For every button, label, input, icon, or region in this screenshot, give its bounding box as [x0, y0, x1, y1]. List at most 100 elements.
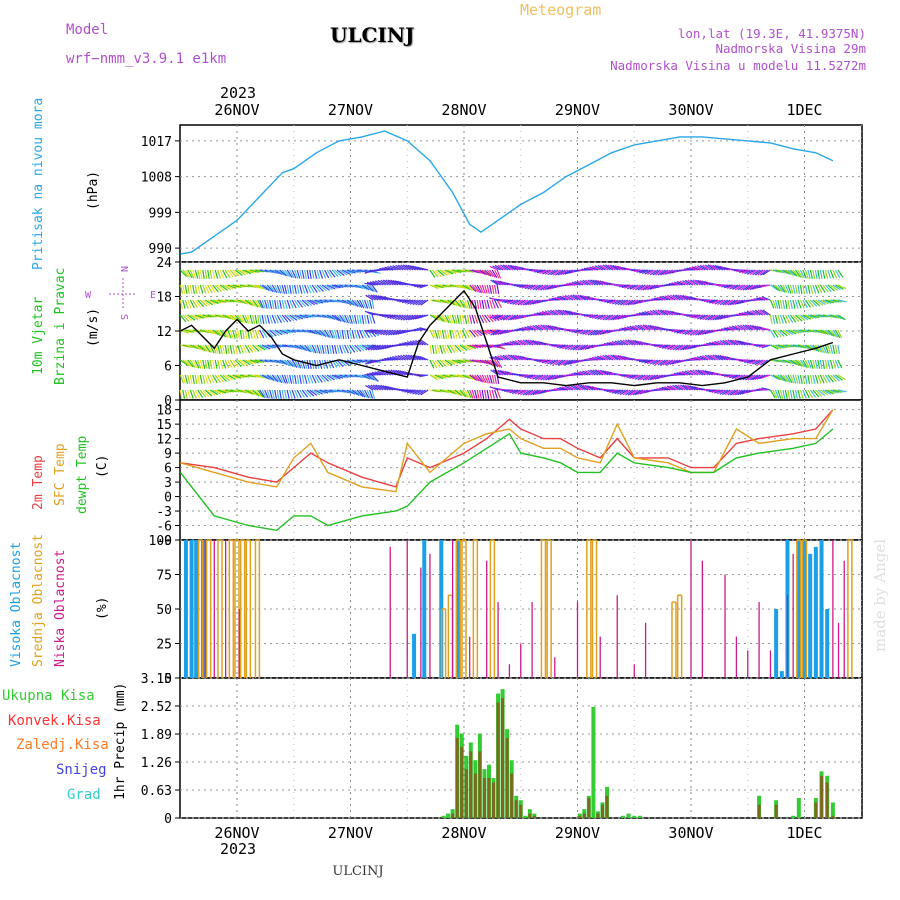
panel-frame: [179, 399, 863, 541]
wind-barb: [492, 279, 501, 286]
wind-barb: [279, 269, 287, 277]
wind-barb: [363, 314, 367, 324]
wind-barb: [314, 284, 321, 293]
wind-barb: [371, 284, 378, 293]
wind-barb: [744, 269, 753, 275]
wind-barb: [817, 359, 821, 369]
wind-barb: [505, 264, 514, 271]
wind-barb: [510, 354, 519, 361]
wind-barb: [452, 389, 461, 396]
wind-barb: [511, 389, 521, 395]
wind-barb: [584, 370, 594, 376]
wind-barb: [281, 269, 289, 277]
precip-frozen-label: Zaledj.Kisa: [16, 737, 109, 753]
wind-barb: [790, 269, 798, 277]
wind-barb: [416, 284, 426, 288]
wind-barb: [377, 370, 386, 376]
wind-barb: [752, 269, 761, 276]
wind-barb: [587, 329, 596, 336]
wind-barb: [704, 314, 714, 321]
wind-barb: [687, 384, 696, 391]
wind-barb: [197, 344, 206, 352]
cloud-bar-high: [183, 540, 188, 678]
wind-barb: [711, 341, 721, 346]
wind-barb: [696, 356, 706, 361]
wind-barb: [306, 299, 316, 306]
precip-bar-convective: [469, 751, 473, 818]
wind-barb: [354, 389, 362, 397]
wind-barb: [719, 389, 729, 395]
wind-barb: [351, 359, 361, 364]
wind-barb: [629, 299, 639, 306]
wind-barb: [626, 284, 636, 290]
wind-barb: [187, 329, 197, 333]
wind-barb: [604, 354, 614, 361]
wind-barb: [267, 344, 276, 349]
wind-barb: [254, 389, 262, 398]
wind-barb: [726, 374, 736, 378]
wind-barb: [708, 342, 718, 346]
wind-barb: [548, 298, 559, 301]
wind-barb: [697, 369, 706, 376]
wind-barb: [761, 327, 771, 331]
wind-barb: [618, 284, 629, 288]
wind-barb: [597, 279, 606, 286]
wind-barb: [370, 344, 379, 351]
wind-barb: [794, 269, 802, 278]
wind-barb: [684, 329, 694, 336]
wind-barb: [289, 284, 292, 295]
wind-barb: [799, 374, 803, 384]
wind-barb: [832, 284, 841, 291]
wind-barb: [299, 344, 308, 352]
wind-barb: [464, 299, 469, 309]
precip-bar-convective: [460, 746, 464, 818]
wind-barb: [416, 327, 426, 331]
wind-barb: [624, 326, 634, 331]
y-tick-label: 100: [149, 534, 172, 549]
wind-barb: [799, 299, 805, 309]
wind-barb: [204, 329, 214, 335]
wind-barb: [214, 374, 221, 383]
wind-barb: [785, 329, 794, 336]
wind-barb: [247, 344, 254, 353]
wind-barb: [699, 280, 709, 286]
wind-barb: [419, 374, 429, 378]
wind-barb: [319, 284, 327, 292]
wind-barb: [380, 279, 389, 286]
wind-barb: [534, 269, 544, 273]
wind-barb: [249, 329, 253, 339]
wind-barb: [807, 269, 811, 279]
wind-barb: [252, 299, 259, 308]
wind-barb: [822, 269, 826, 279]
wind-barb: [527, 389, 536, 396]
wind-barb: [736, 269, 746, 273]
bottom-time-label: 1DEC: [786, 824, 822, 842]
wind-barb: [824, 359, 828, 369]
wind-barb: [587, 385, 596, 391]
wind-barb: [652, 374, 661, 381]
wind-barb: [807, 314, 817, 319]
wind-barb: [517, 299, 526, 306]
wind-barb: [276, 374, 283, 384]
wind-barb: [341, 314, 348, 324]
wind-barb: [276, 314, 283, 324]
wind-barb: [814, 374, 819, 384]
wind-barb: [507, 354, 516, 361]
precip-bar-total: [632, 815, 637, 818]
wind-barb: [324, 389, 334, 393]
wind-barb: [264, 299, 268, 309]
wind-barb: [449, 299, 458, 307]
wind-barb: [754, 374, 764, 381]
wind-barb: [449, 344, 456, 353]
wind-barb: [724, 389, 734, 396]
wind-barb: [207, 389, 216, 396]
precip-unit: 1hr Precip (mm): [113, 683, 128, 800]
wind-barb: [522, 339, 531, 346]
wind-barb: [286, 314, 295, 322]
wind-barb: [680, 344, 689, 351]
wind-barb: [489, 357, 499, 361]
precip-bar-convective: [478, 751, 482, 818]
wind-barb: [381, 267, 391, 271]
wind-barb: [230, 284, 239, 289]
wind-barb: [629, 284, 639, 290]
